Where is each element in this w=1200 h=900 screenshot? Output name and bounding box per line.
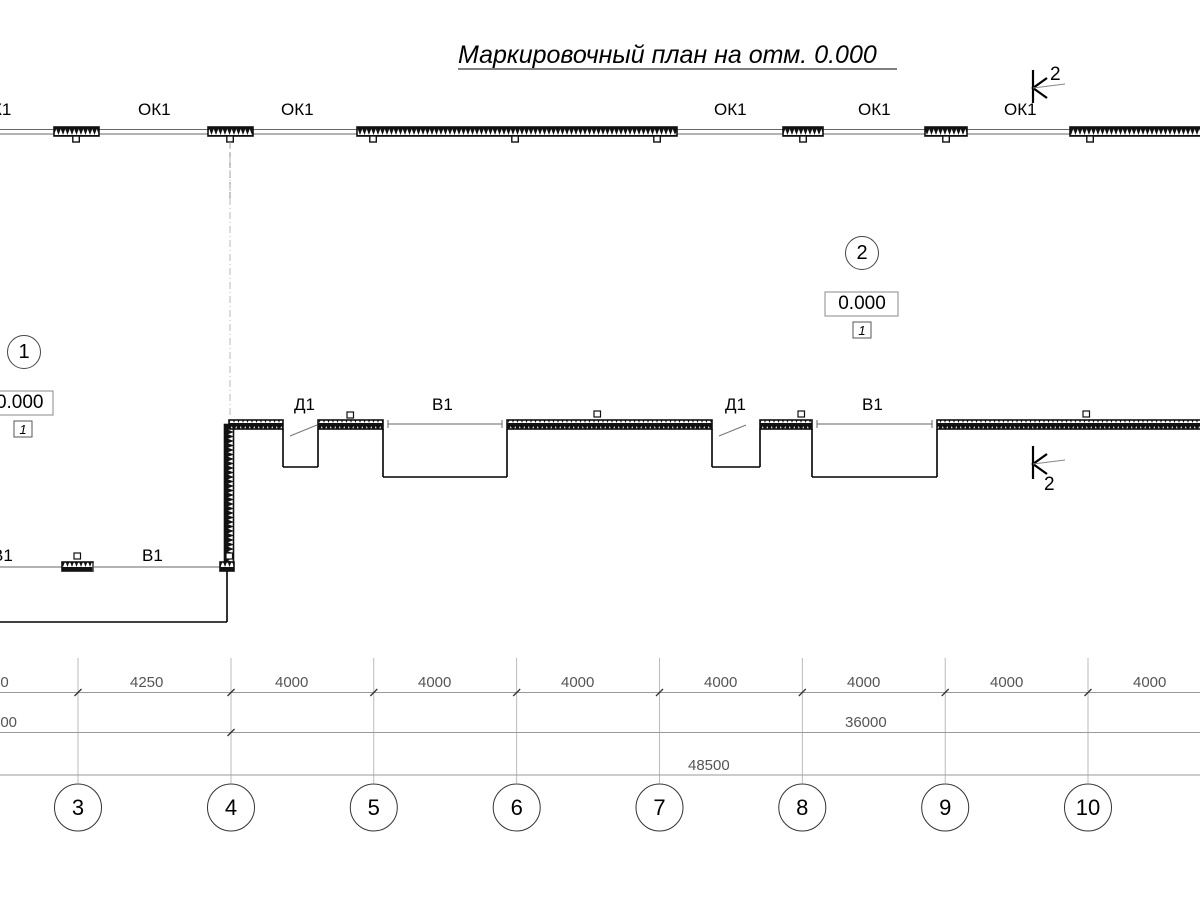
svg-text:4: 4 [225,795,237,820]
svg-text:0.000: 0.000 [0,392,44,413]
svg-text:6: 6 [511,795,523,820]
svg-text:1: 1 [19,422,26,437]
svg-text:1: 1 [18,341,29,363]
svg-text:3: 3 [72,795,84,820]
svg-text:Д1: Д1 [725,395,746,414]
svg-text:1: 1 [858,323,865,338]
svg-text:4000: 4000 [275,674,308,691]
svg-text:ОК1: ОК1 [281,100,314,119]
svg-text:7: 7 [653,795,665,820]
svg-text:ОК1: ОК1 [858,100,891,119]
svg-text:Маркировочный план на отм. 0.0: Маркировочный план на отм. 0.000 [458,41,877,69]
svg-text:ОК1: ОК1 [714,100,747,119]
svg-text:8: 8 [796,795,808,820]
svg-text:0.000: 0.000 [838,293,886,314]
svg-text:4250: 4250 [130,674,163,691]
svg-text:ОК1: ОК1 [138,100,171,119]
svg-text:2: 2 [856,242,867,264]
svg-text:48500: 48500 [688,757,730,774]
svg-text:В1: В1 [862,395,883,414]
svg-text:4000: 4000 [418,674,451,691]
svg-text:2: 2 [1050,64,1061,85]
svg-text:В1: В1 [432,395,453,414]
svg-text:ОК1: ОК1 [1004,100,1037,119]
svg-text:В1: В1 [0,546,13,565]
svg-text:К1: К1 [0,100,11,119]
svg-text:10: 10 [1076,795,1100,820]
svg-text:4000: 4000 [847,674,880,691]
svg-text:36000: 36000 [845,714,887,731]
svg-text:4000: 4000 [561,674,594,691]
svg-text:4000: 4000 [990,674,1023,691]
svg-text:Д1: Д1 [294,395,315,414]
svg-text:50: 50 [0,674,9,691]
svg-text:В1: В1 [142,546,163,565]
svg-text:4000: 4000 [704,674,737,691]
svg-text:4000: 4000 [1133,674,1166,691]
svg-text:500: 500 [0,714,17,731]
svg-text:9: 9 [939,795,951,820]
svg-text:2: 2 [1044,474,1055,495]
svg-text:5: 5 [368,795,380,820]
